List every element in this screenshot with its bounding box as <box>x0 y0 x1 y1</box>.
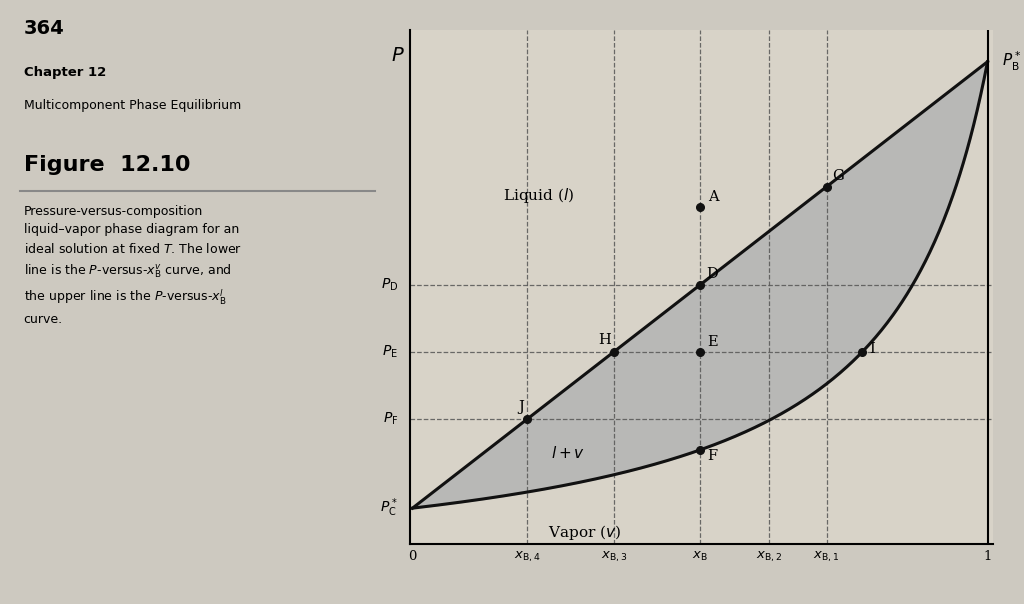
Text: $x_\mathrm{B,2}$: $x_\mathrm{B,2}$ <box>756 550 782 564</box>
Text: A: A <box>708 190 719 204</box>
Text: Liquid ($l$): Liquid ($l$) <box>504 186 574 205</box>
Text: D: D <box>706 267 718 281</box>
Text: F: F <box>707 449 717 463</box>
Text: $P_\mathrm{D}$: $P_\mathrm{D}$ <box>381 277 398 293</box>
Text: $P_\mathrm{E}$: $P_\mathrm{E}$ <box>382 344 398 360</box>
Text: Multicomponent Phase Equilibrium: Multicomponent Phase Equilibrium <box>24 100 241 112</box>
Text: $P$: $P$ <box>391 47 404 65</box>
Text: $x_\mathrm{B}$: $x_\mathrm{B}$ <box>692 550 708 563</box>
Text: 0: 0 <box>409 550 417 563</box>
Text: Pressure-versus-composition
liquid–vapor phase diagram for an
ideal solution at : Pressure-versus-composition liquid–vapor… <box>24 205 242 326</box>
Text: $l + v$: $l + v$ <box>551 445 585 461</box>
Text: 1: 1 <box>983 550 991 563</box>
Text: I: I <box>869 342 874 356</box>
Text: E: E <box>707 335 718 349</box>
Text: $P_\mathrm{F}$: $P_\mathrm{F}$ <box>383 411 398 427</box>
Text: $P_\mathrm{B}^*$: $P_\mathrm{B}^*$ <box>1001 50 1021 73</box>
Text: Figure  12.10: Figure 12.10 <box>24 155 190 175</box>
Text: J: J <box>519 400 524 414</box>
Text: $x_\mathrm{B,3}$: $x_\mathrm{B,3}$ <box>600 550 627 564</box>
Text: $x_\mathrm{B,1}$: $x_\mathrm{B,1}$ <box>813 550 840 564</box>
Text: $P_\mathrm{C}^*$: $P_\mathrm{C}^*$ <box>380 497 398 519</box>
Text: G: G <box>833 169 844 182</box>
Text: Chapter 12: Chapter 12 <box>24 66 105 79</box>
Text: 364: 364 <box>24 19 65 38</box>
Text: Vapor ($v$): Vapor ($v$) <box>549 524 622 542</box>
Text: $x_\mathrm{B,4}$: $x_\mathrm{B,4}$ <box>514 550 541 564</box>
Text: H: H <box>598 333 611 347</box>
